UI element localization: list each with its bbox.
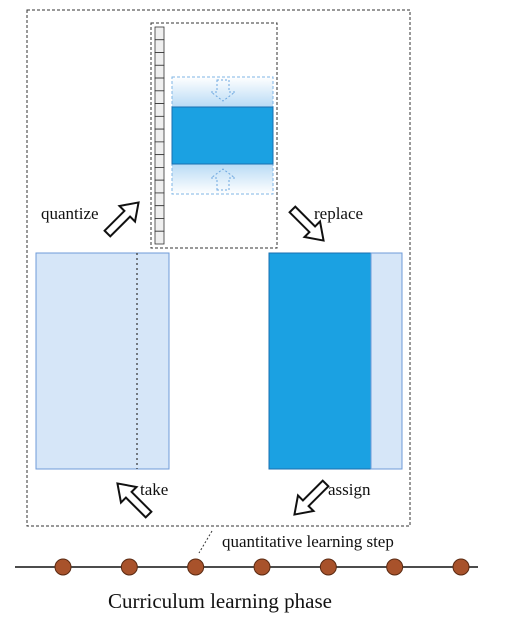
quantization-grid-cell: [154, 179, 165, 194]
timeline-node: [54, 558, 72, 576]
quantization-grid-cell: [154, 52, 165, 66]
quantization-grid-cell: [154, 115, 165, 130]
quantitative-learning-step-label: quantitative learning step: [222, 532, 394, 551]
quantize-range-top: [171, 76, 274, 108]
timeline-node: [187, 558, 205, 576]
timeline-node: [452, 558, 470, 576]
quantization-grid-cell: [154, 205, 165, 219]
quantization-grid-cell: [154, 26, 165, 41]
timeline-node: [253, 558, 271, 576]
quantization-grid-cell: [154, 77, 165, 92]
quantize-range-bottom: [171, 163, 274, 195]
step-leader-dotted-line: [198, 530, 213, 554]
curriculum-learning-phase-label: Curriculum learning phase: [108, 589, 332, 613]
quantization-grid-cell: [154, 103, 165, 117]
take-arrow-icon: [116, 482, 153, 519]
quantization-grid-cell: [154, 141, 165, 156]
replace-arrow-icon: [288, 205, 325, 242]
quantization-grid-cell: [154, 39, 165, 53]
assign-arrow-icon: [293, 479, 330, 516]
take-label: take: [140, 480, 169, 499]
timeline-node: [319, 558, 337, 576]
quantization-grid-cell: [154, 64, 165, 79]
assign-label: assign: [328, 480, 371, 499]
quantization-grid-cell: [154, 192, 165, 207]
quantize-arrow-icon: [103, 201, 140, 238]
replace-label: replace: [314, 204, 364, 223]
quantization-grid: [154, 26, 165, 245]
replaced-block-dark: [268, 252, 372, 470]
timeline-nodes: [54, 558, 470, 576]
quantized-value-block: [171, 106, 274, 165]
quantization-grid-cell: [154, 154, 165, 168]
quantization-grid-cell: [154, 230, 165, 245]
quantization-grid-cell: [154, 218, 165, 232]
timeline-node: [386, 558, 404, 576]
down-dashed-arrow-icon: [209, 79, 237, 102]
outer-dashed-frame: [26, 9, 411, 527]
replaced-block-light: [370, 252, 403, 470]
weight-block-left: [35, 252, 170, 470]
quantization-grid-cell: [154, 167, 165, 181]
timeline-node: [120, 558, 138, 576]
up-dashed-arrow-icon: [209, 168, 237, 191]
quantize-label: quantize: [41, 204, 99, 223]
quantization-grid-cell: [154, 128, 165, 143]
quantization-grid-cell: [154, 90, 165, 104]
